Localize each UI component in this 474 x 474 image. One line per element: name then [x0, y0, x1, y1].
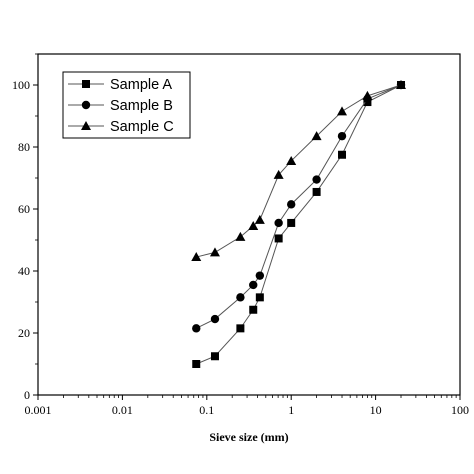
- data-point: [235, 231, 246, 241]
- legend-marker: [82, 80, 90, 88]
- data-point: [249, 280, 258, 290]
- series-triangle: [191, 80, 407, 262]
- data-point: [255, 293, 264, 302]
- legend-label: Sample A: [110, 77, 172, 93]
- data-point: [248, 221, 259, 231]
- data-point: [312, 175, 321, 184]
- data-point: [249, 305, 258, 314]
- x-tick-label: 100: [451, 403, 469, 417]
- data-point: [311, 131, 322, 141]
- data-point: [287, 218, 296, 227]
- data-point: [312, 187, 321, 196]
- series-circle: [192, 80, 406, 333]
- data-point: [209, 247, 220, 257]
- data-point: [274, 234, 283, 243]
- data-point: [254, 214, 265, 224]
- y-axis: 0 20 40 60 80 100: [12, 53, 38, 402]
- plot-frame: [37, 53, 461, 396]
- legend-label: Sample C: [110, 119, 174, 135]
- series-square: [192, 81, 406, 368]
- data-point: [236, 293, 245, 302]
- x-axis-title: Sieve size (mm): [209, 430, 288, 444]
- x-tick-label: 10: [370, 403, 382, 417]
- series-line: [196, 84, 402, 365]
- legend-marker: [81, 121, 91, 130]
- y-tick-label: 40: [18, 264, 30, 278]
- y-tick-label: 80: [18, 140, 30, 154]
- data-point: [337, 106, 348, 116]
- x-tick-label: 0.1: [199, 403, 214, 417]
- data-point: [362, 90, 373, 100]
- y-tick-label: 20: [18, 326, 30, 340]
- data-point: [236, 324, 245, 333]
- data-point: [210, 314, 220, 324]
- x-axis: 0.001 0.01 0.1 1 10 100: [25, 395, 469, 417]
- data-point: [287, 200, 296, 209]
- x-tick-label: 0.01: [112, 403, 133, 417]
- series-line: [196, 84, 402, 258]
- y-tick-label: 60: [18, 202, 30, 216]
- data-point: [191, 252, 202, 262]
- data-point: [286, 155, 297, 165]
- data-point: [396, 80, 407, 89]
- x-tick-label: 0.001: [25, 403, 52, 417]
- y-tick-label: 0: [24, 388, 30, 402]
- series-layer: [191, 80, 407, 368]
- legend-label: Sample B: [110, 98, 173, 114]
- data-point: [192, 324, 201, 333]
- data-point: [255, 271, 265, 280]
- data-point: [192, 360, 201, 368]
- y-tick-label: 100: [12, 78, 30, 92]
- data-point: [337, 131, 347, 141]
- plot-border: [37, 53, 461, 396]
- legend: Sample A Sample B Sample C: [62, 71, 191, 139]
- data-point: [338, 150, 347, 159]
- legend-marker: [81, 100, 91, 110]
- data-point: [210, 352, 219, 361]
- x-tick-label: 1: [288, 403, 294, 417]
- data-point: [273, 169, 284, 179]
- series-line: [196, 84, 402, 329]
- data-point: [274, 218, 283, 228]
